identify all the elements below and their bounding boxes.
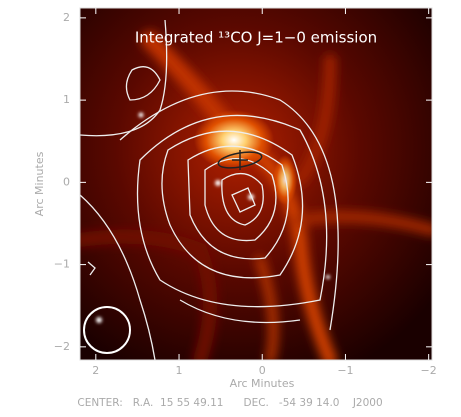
y-tick-label: 1 [63,93,70,106]
y-tick-label: −1 [54,258,70,271]
footer: CENTER: R.A. 15 55 49.11 DEC. -54 39 14.… [77,397,382,409]
sky-image [80,8,432,360]
y-axis-label: Arc Minutes [33,151,46,216]
x-tick-label: 1 [176,364,183,377]
x-tick-label: −1 [337,364,353,377]
plot-frame [79,7,433,361]
chart-title: Integrated ¹³CO J=1−0 emission [135,29,377,47]
x-tick-label: −2 [421,364,437,377]
y-tick-label: −2 [54,340,70,353]
x-tick-label: 2 [92,364,99,377]
y-tick-label: 2 [63,11,70,24]
x-axis-label: Arc Minutes [230,377,295,390]
x-tick-label: 0 [259,364,266,377]
y-tick-label: 0 [63,175,70,188]
